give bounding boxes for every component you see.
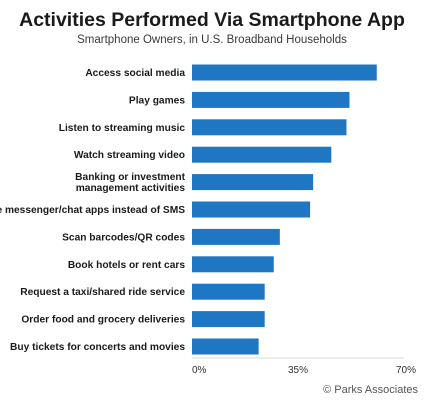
category-label-5: Use messenger/chat apps instead of SMS [0, 205, 185, 216]
x-tick-label-0: 0% [192, 365, 207, 376]
category-label-1: Play games [129, 95, 185, 106]
bar-2 [192, 119, 347, 136]
category-label-3: Watch streaming video [74, 150, 185, 161]
bar-9 [192, 311, 265, 328]
bar-6 [192, 228, 280, 245]
bar-0 [192, 64, 377, 81]
category-label-4: Banking or investment management activiti… [75, 172, 185, 194]
category-label-9: Order food and grocery deliveries [21, 315, 185, 326]
bar-5 [192, 201, 311, 218]
x-tick-label-1: 35% [288, 365, 308, 376]
bar-10 [192, 338, 259, 355]
chart-subtitle: Smartphone Owners, in U.S. Broadband Hou… [77, 34, 347, 46]
bars-group [192, 64, 377, 355]
category-label-7: Book hotels or rent cars [68, 260, 186, 271]
category-label-8: Request a taxi/shared ride service [20, 287, 185, 298]
bar-4 [192, 174, 314, 191]
category-label-6: Scan barcodes/QR codes [62, 232, 185, 243]
x-tick-labels-group: 0% 35% 70% [192, 365, 416, 376]
bar-1 [192, 91, 350, 108]
source-credit: © Parks Associates [323, 384, 418, 396]
category-labels-group: Access social media Play games Listen to s… [0, 68, 186, 353]
bar-3 [192, 146, 332, 163]
category-label-10: Buy tickets for concerts and movies [10, 342, 185, 353]
chart-title: Activities Performed Via Smartphone App [19, 9, 405, 31]
category-label-2: Listen to streaming music [59, 123, 186, 134]
bar-7 [192, 256, 274, 273]
bar-8 [192, 283, 265, 300]
x-tick-label-2: 70% [396, 365, 416, 376]
category-label-0: Access social media [85, 68, 185, 79]
